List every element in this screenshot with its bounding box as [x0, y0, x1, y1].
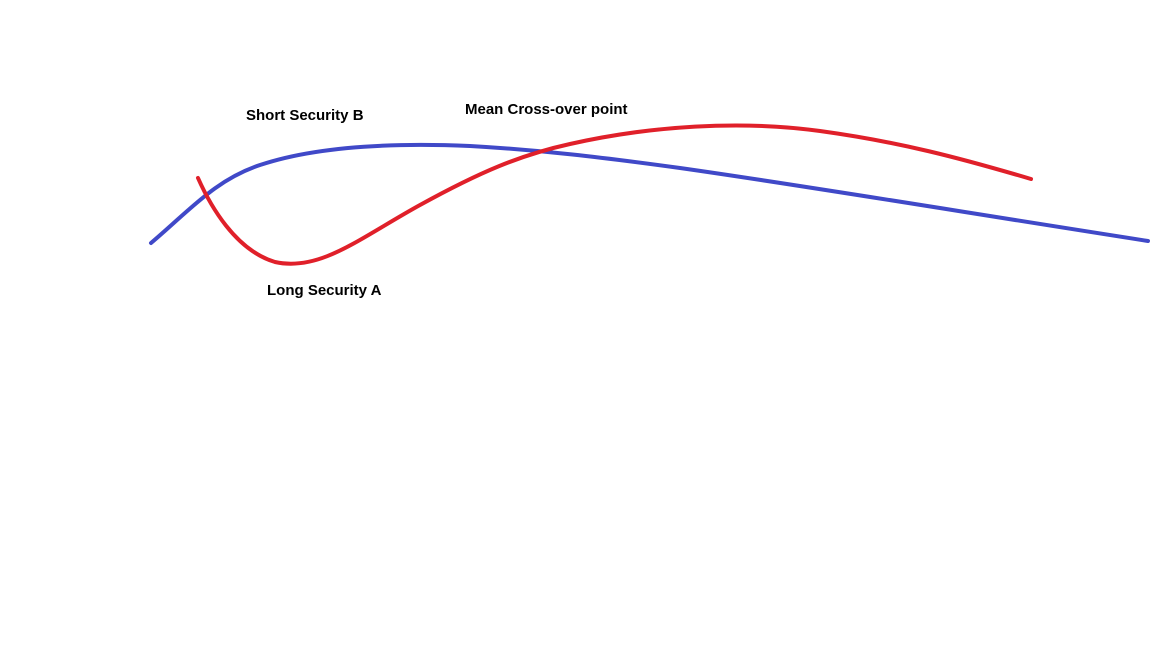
long-security-a-curve [196, 123, 1033, 266]
long-security-a-label: Long Security A [267, 282, 382, 299]
mean-crossover-point-label: Mean Cross-over point [465, 101, 628, 118]
short-security-b-label: Short Security B [246, 107, 364, 124]
short-security-b-curve [149, 142, 1150, 245]
